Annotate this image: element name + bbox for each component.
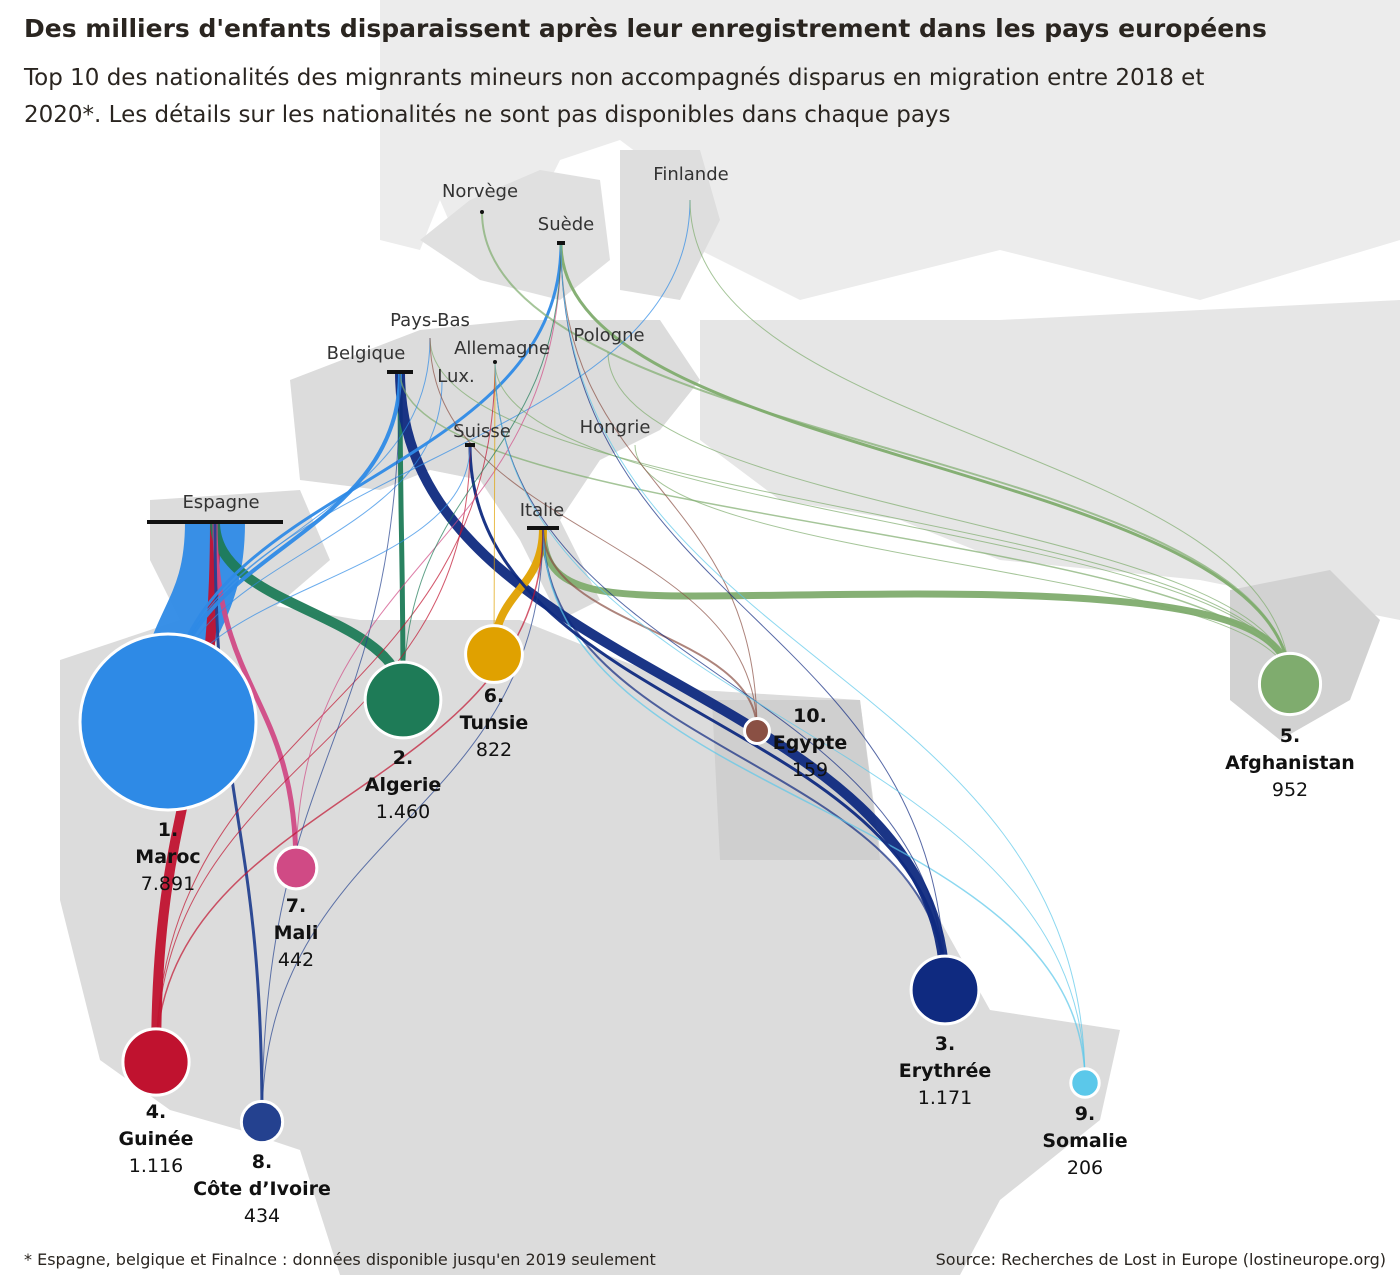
rank-label: 5. [1280,725,1300,747]
rank-label: 1. [158,819,178,841]
country-label: Algerie [365,774,441,796]
flow-line [429,337,758,732]
footnote: * Espagne, belgique et Finalnce : donnée… [24,1250,656,1269]
value-label: 822 [476,739,512,761]
rank-label: 10. [793,705,827,727]
flow-line [539,527,1294,685]
rank-label: 9. [1075,1103,1095,1125]
flow-line [560,242,946,991]
subtitle: Top 10 des nationalités des mignrants mi… [24,65,1205,128]
flow-line [542,527,946,991]
origin-label: Italie [520,500,564,521]
origin-label: Espagne [182,492,259,513]
origin-marker [493,360,497,364]
origin-label: Suisse [453,421,511,442]
value-label: 206 [1067,1157,1103,1179]
value-label: 952 [1272,779,1308,801]
bubble [239,1099,285,1145]
bubble [1069,1067,1101,1099]
flow-line [155,361,496,1063]
value-label: 434 [244,1205,280,1227]
country-label: Côte d’Ivoire [193,1178,331,1200]
country-label: Guinée [119,1128,194,1150]
title: Des milliers d'enfants disparaissent apr… [24,14,1267,43]
flow-line [399,371,1291,685]
value-label: 442 [278,949,314,971]
bubble [363,660,443,740]
origin-label: Belgique [327,343,406,364]
bubble [464,624,524,684]
value-label: 1.460 [376,801,430,823]
rank-label: 4. [146,1101,166,1123]
flow-line [397,371,406,701]
flow-line [402,242,562,701]
value-label: 7.891 [141,873,195,895]
value-label: 1.171 [918,1087,972,1109]
flow-line [261,371,401,1123]
country-label: Somalie [1042,1130,1127,1152]
origin-label: Pologne [573,325,644,346]
flow-line [689,199,1291,685]
rank-label: 3. [935,1033,955,1055]
country-label: Tunsie [460,712,529,734]
flow-line [560,242,758,732]
flow-line [155,527,544,1063]
flow-line [481,211,1291,685]
flow-line [166,242,563,723]
value-label: 1.116 [129,1155,183,1177]
country-label: Maroc [135,846,200,868]
bubble [78,632,258,812]
flows [138,199,1294,1123]
bubble [909,954,981,1026]
origin-label: Allemagne [454,338,550,359]
rank-label: 2. [393,747,413,769]
flow-line [494,361,946,991]
origin-label: Lux. [437,366,475,387]
flow-line [155,444,471,1063]
bubble [121,1027,191,1097]
bubble [273,845,319,891]
country-label: Mali [274,922,319,944]
flow-line [295,242,562,869]
origin-label: Finlande [653,164,728,185]
value-label: 159 [792,759,828,781]
flow-line [261,527,544,1123]
flow-line [494,361,1291,685]
rank-label: 7. [286,895,306,917]
flow-line [560,242,1086,1084]
flow-line [493,361,496,655]
bubble [1257,651,1323,717]
rank-label: 8. [252,1151,272,1173]
country-label: Afghanistan [1225,752,1355,774]
flow-line [494,361,1086,1084]
bubble [743,717,771,745]
flow-line [634,444,1291,685]
flow-line [607,351,1291,685]
flow-line [468,444,947,991]
source: Source: Recherches de Lost in Europe (lo… [935,1250,1386,1269]
nodes: Norvège Finlande Suède Pays-Bas Allemagne Pol… [78,164,1355,1227]
flow-line [559,242,1292,685]
flow-line [212,521,299,869]
rank-label: 6. [484,685,504,707]
flow-line [213,521,264,1123]
origin-marker [480,210,484,214]
country-label: Egypte [773,732,848,754]
flow-line [429,337,1291,685]
origin-label: Suède [538,214,594,235]
flow-line [395,371,950,991]
origin-label: Pays-Bas [390,310,470,331]
origin-label: Hongrie [580,417,651,438]
country-label: Erythrée [899,1060,992,1082]
origin-label: Norvège [442,181,518,202]
